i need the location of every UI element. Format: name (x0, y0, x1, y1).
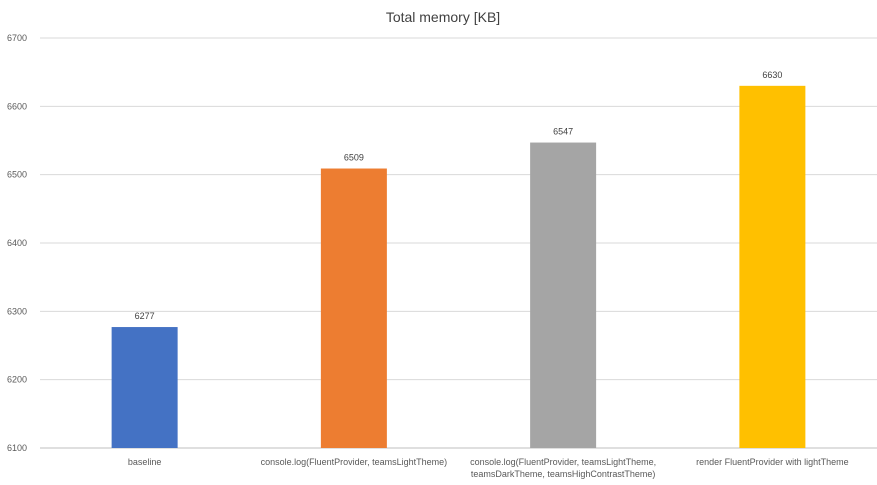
data-label: 6277 (135, 311, 155, 321)
data-label: 6547 (553, 127, 573, 137)
y-tick-label: 6500 (7, 170, 27, 180)
y-tick-label: 6100 (7, 443, 27, 453)
y-tick-label: 6300 (7, 306, 27, 316)
y-tick-label: 6700 (7, 33, 27, 43)
bar (739, 85, 806, 448)
x-tick-label: render FluentProvider with lightTheme (696, 457, 849, 467)
x-tick-label: console.log(FluentProvider, teamsLightTh… (470, 457, 656, 479)
data-label: 6630 (762, 70, 782, 80)
y-axis-tick-labels: 6100 6200 6300 6400 6500 6600 6700 (7, 33, 27, 453)
chart-title: Total memory [KB] (386, 9, 500, 25)
data-labels: 6277 6509 6547 6630 (135, 70, 783, 321)
x-axis-tick-labels: baseline console.log(FluentProvider, team… (128, 457, 849, 479)
gridlines (40, 37, 877, 449)
bars (111, 85, 806, 449)
y-tick-label: 6600 (7, 101, 27, 111)
bar (111, 327, 178, 448)
data-label: 6509 (344, 153, 364, 163)
bar (320, 168, 387, 448)
bar (530, 142, 597, 449)
x-tick-label: console.log(FluentProvider, teamsLightTh… (261, 457, 448, 467)
x-tick-label: baseline (128, 457, 162, 467)
y-tick-label: 6400 (7, 238, 27, 248)
y-tick-label: 6200 (7, 375, 27, 385)
